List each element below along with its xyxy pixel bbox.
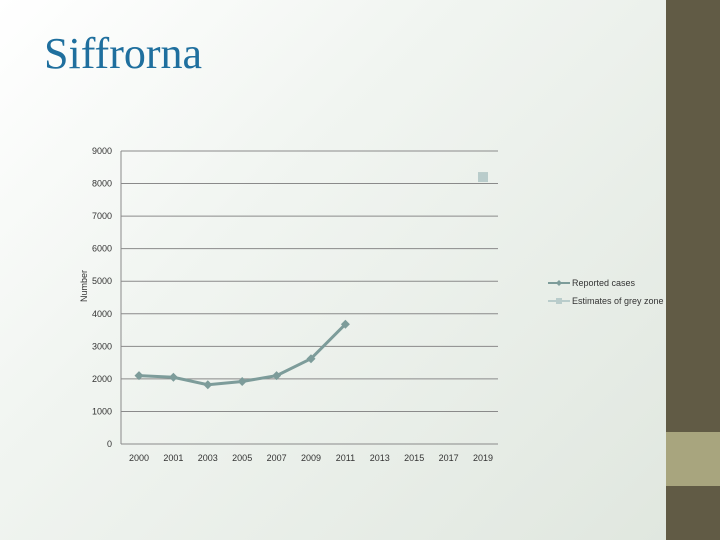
x-tick-2003: 2003 — [198, 453, 218, 463]
x-tick-2009: 2009 — [301, 453, 321, 463]
reported-point-2003 — [203, 380, 213, 390]
chart-series — [134, 172, 488, 390]
reported-point-2001 — [168, 372, 178, 382]
slide-title: Siffrorna — [44, 29, 203, 78]
chart-axes — [120, 151, 498, 445]
grey-zone-point-2019 — [478, 172, 488, 183]
y-axis-label: Number — [79, 270, 89, 302]
x-tick-2001: 2001 — [163, 453, 183, 463]
legend-label-0: Reported cases — [572, 278, 636, 288]
x-tick-labels: 2000 2001 2003 2005 2007 2009 2011 2013 2015 2017… — [129, 453, 493, 463]
y-tick-labels: 0 1000 2000 3000 4000 5000 6000 7000 8000 9000 — [92, 146, 112, 449]
y-tick-2000: 2000 — [92, 374, 112, 384]
x-tick-2007: 2007 — [267, 453, 287, 463]
right-decor-bar — [666, 0, 720, 540]
y-tick-6000: 6000 — [92, 244, 112, 254]
reported-point-2009 — [306, 354, 316, 364]
y-tick-1000: 1000 — [92, 406, 112, 416]
legend-marker-0 — [556, 280, 562, 286]
x-tick-2011: 2011 — [336, 453, 355, 463]
reported-point-2000 — [134, 371, 144, 381]
x-tick-2019: 2019 — [473, 453, 493, 463]
reported-point-2011 — [340, 319, 350, 329]
reported-point-2007 — [272, 371, 282, 381]
right-decor-band — [666, 432, 720, 486]
y-tick-3000: 3000 — [92, 341, 112, 351]
x-tick-2015: 2015 — [404, 453, 424, 463]
chart-gridlines — [121, 150, 498, 412]
y-tick-8000: 8000 — [92, 179, 112, 189]
y-tick-4000: 4000 — [92, 309, 112, 319]
x-tick-2017: 2017 — [439, 453, 459, 463]
y-tick-7000: 7000 — [92, 211, 112, 221]
legend-marker-1 — [556, 298, 562, 304]
reported-point-2005 — [237, 376, 247, 386]
y-tick-0: 0 — [107, 439, 112, 449]
legend-label-1: Estimates of grey zone — [572, 296, 664, 306]
x-tick-2005: 2005 — [232, 453, 252, 463]
chart-legend: Reported cases Estimates of grey zone — [548, 278, 664, 306]
x-tick-2000: 2000 — [129, 453, 149, 463]
series-line-0 — [138, 323, 347, 387]
y-tick-9000: 9000 — [92, 146, 112, 156]
y-tick-5000: 5000 — [92, 276, 112, 286]
x-tick-2013: 2013 — [370, 453, 390, 463]
